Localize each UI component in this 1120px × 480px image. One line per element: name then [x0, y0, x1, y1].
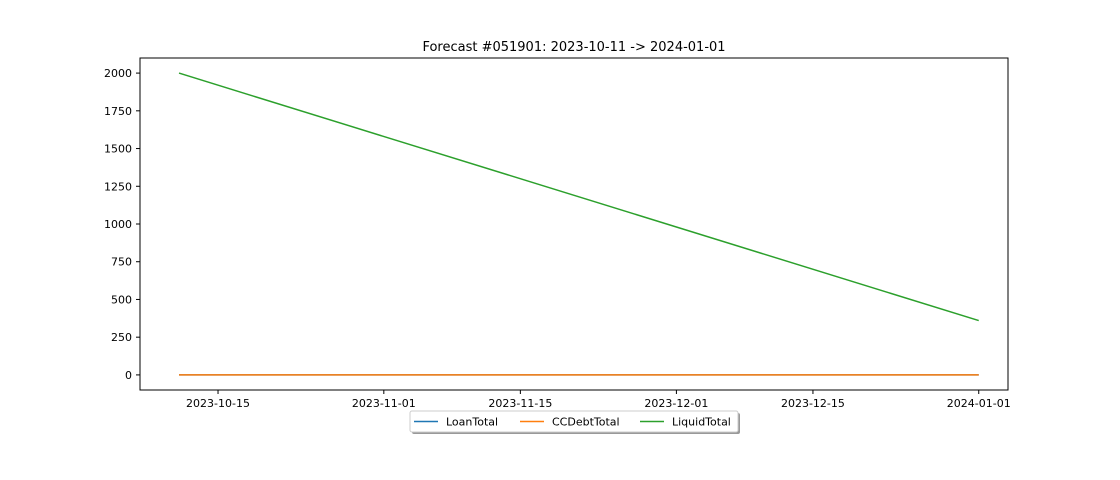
series-line-liquidtotal: [178, 72, 979, 322]
x-tick-label: 2023-11-01: [352, 397, 416, 410]
legend-label-ccdebttotal: CCDebtTotal: [552, 416, 620, 429]
y-tick-label: 500: [111, 293, 132, 306]
y-tick-label: 1500: [104, 143, 132, 156]
x-tick-label: 2023-11-15: [488, 397, 552, 410]
x-tick-label: 2024-01-01: [947, 397, 1011, 410]
y-tick-label: 0: [125, 369, 132, 382]
x-tick-label: 2023-10-15: [186, 397, 250, 410]
legend: LoanTotal CCDebtTotal LiquidTotal: [409, 410, 740, 434]
x-tick-label: 2023-12-15: [781, 397, 845, 410]
x-tick-label: 2023-12-01: [644, 397, 708, 410]
legend-label-liquidtotal: LiquidTotal: [672, 416, 731, 429]
legend-label-loantotal: LoanTotal: [446, 416, 498, 429]
plot-area-frame: [139, 57, 1009, 391]
y-tick-label: 1750: [104, 105, 132, 118]
legend-box: [409, 410, 739, 433]
axes: 2023-10-15 2023-11-01 2023-11-15 2023-12-01…: [104, 67, 1011, 410]
series-layer: [178, 72, 979, 376]
chart-title: Forecast #051901: 2023-10-11 -> 2024-01-…: [422, 40, 725, 55]
y-tick-label: 250: [111, 331, 132, 344]
y-tick-label: 1000: [104, 218, 132, 231]
y-tick-label: 1250: [104, 180, 132, 193]
y-tick-label: 750: [111, 256, 132, 269]
y-tick-label: 2000: [104, 67, 132, 80]
